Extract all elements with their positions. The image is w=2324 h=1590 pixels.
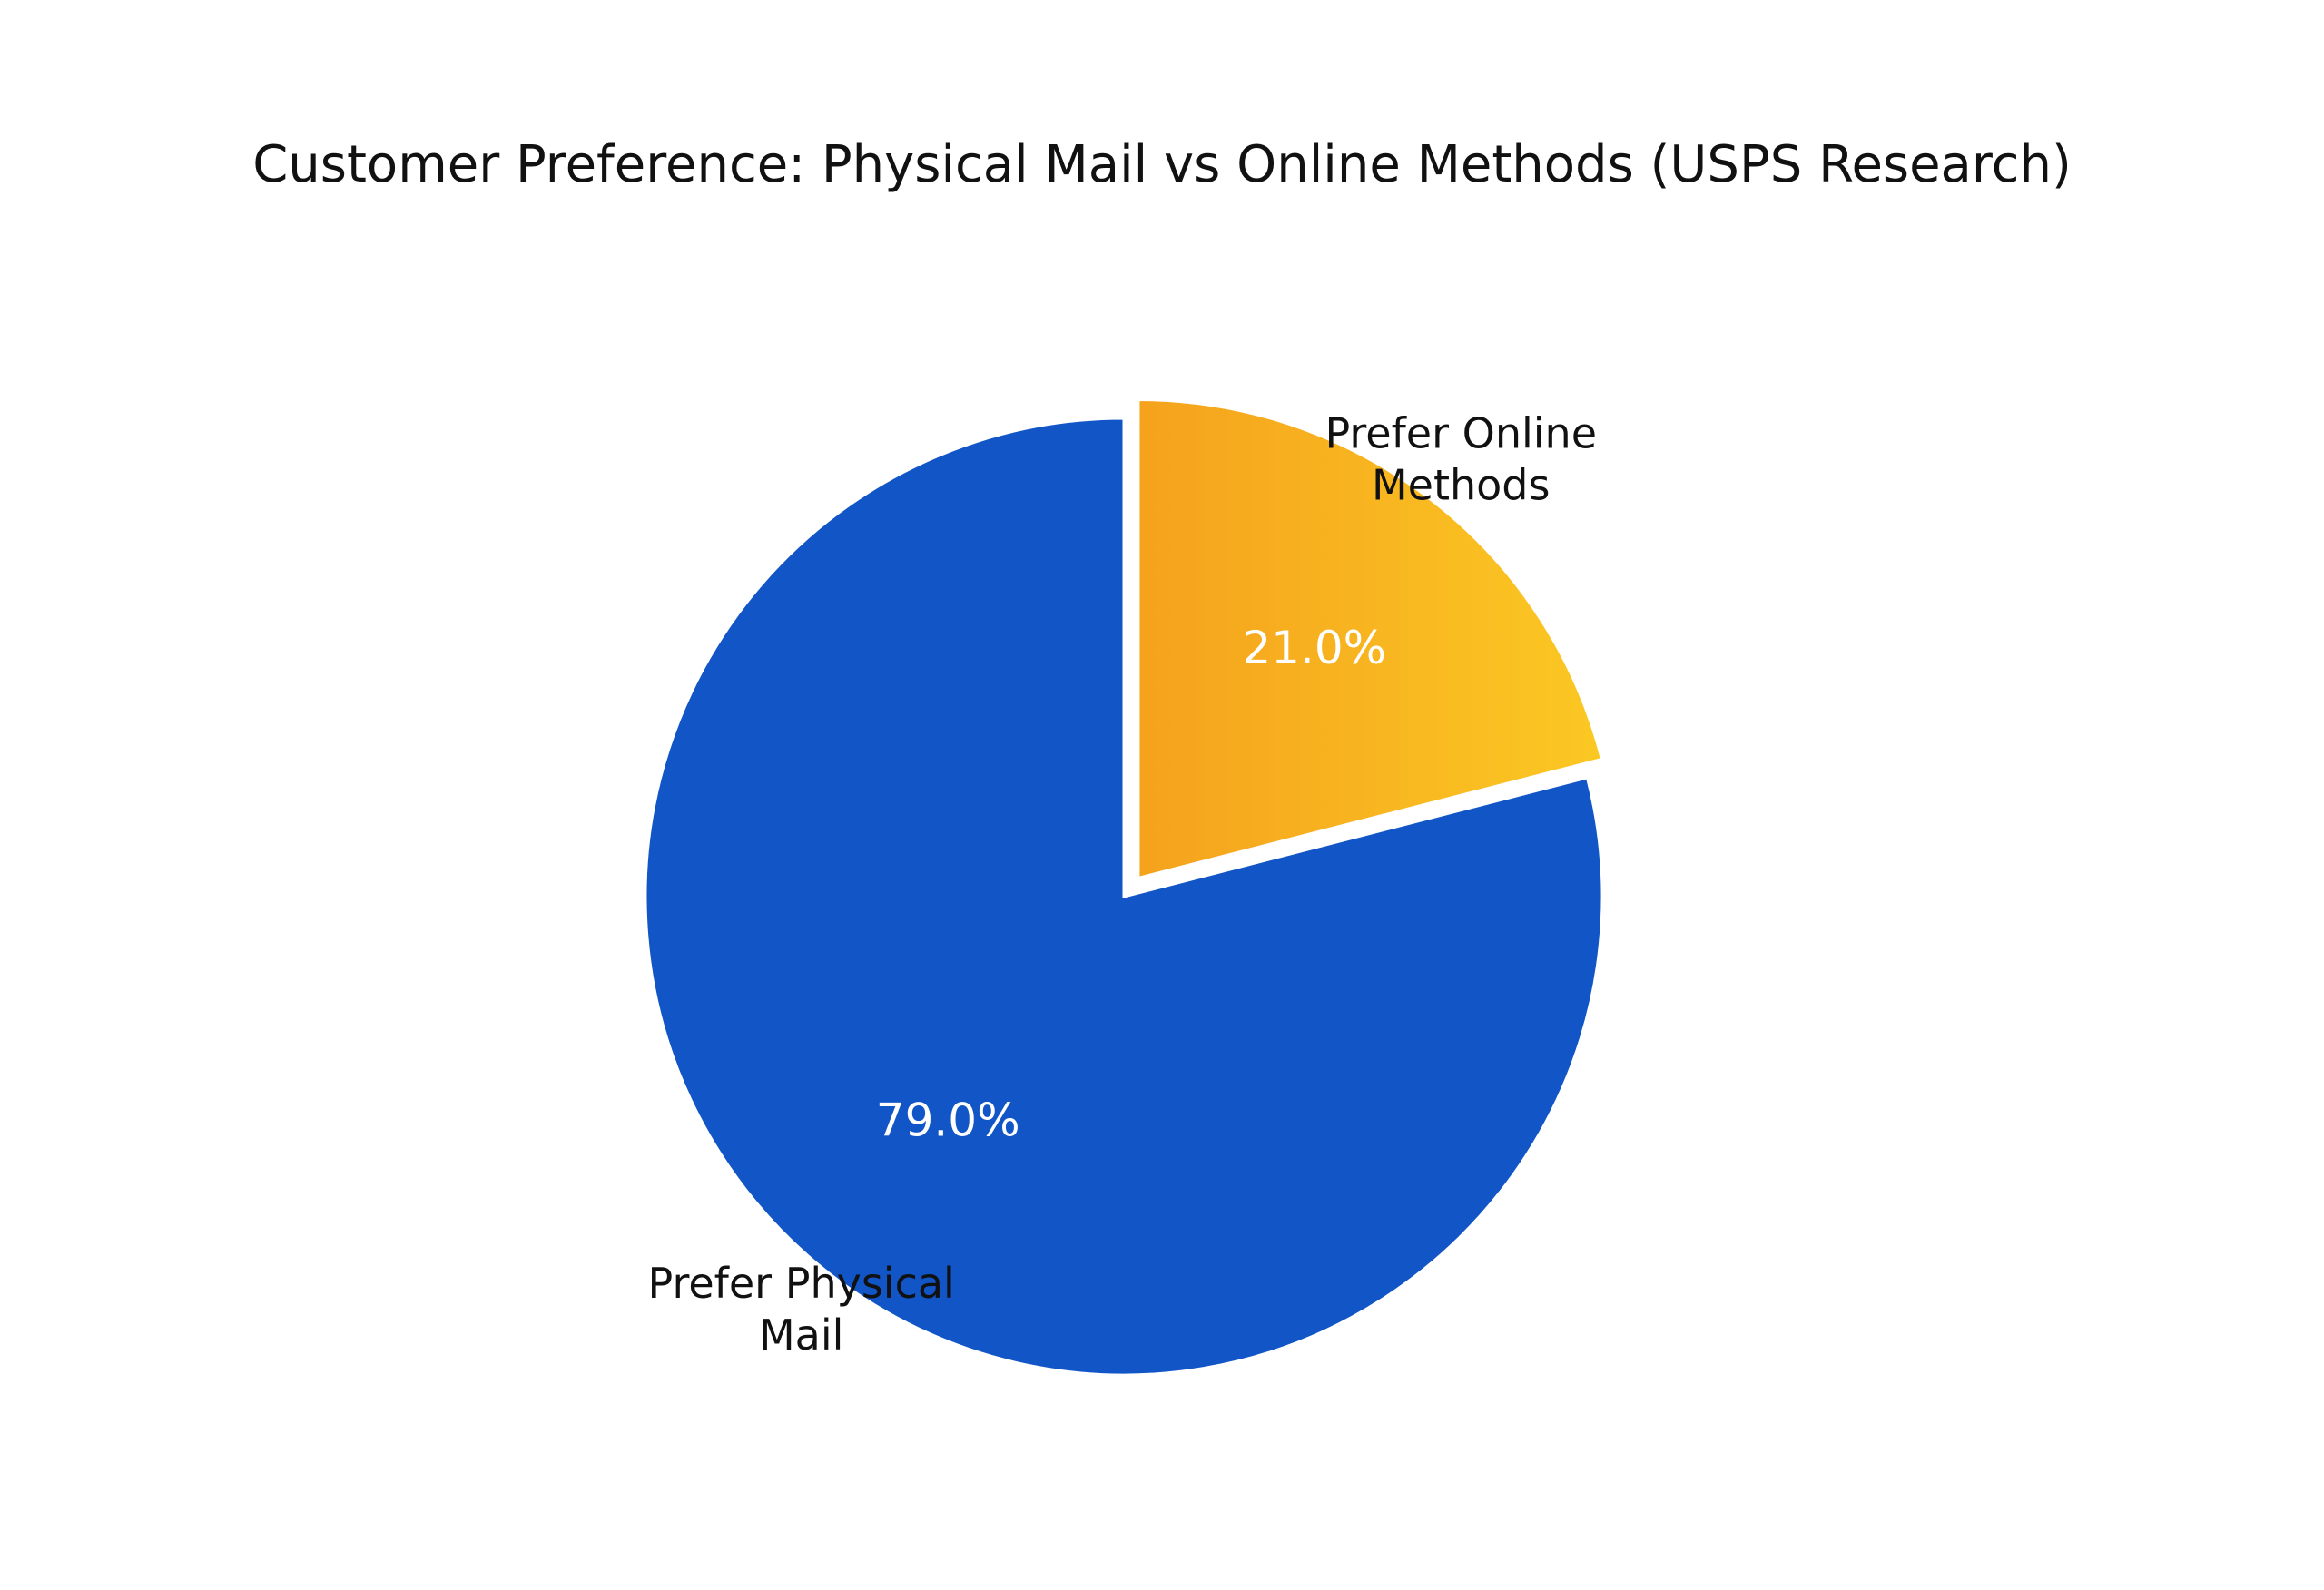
chart-title: Customer Preference: Physical Mail vs On…	[252, 135, 2072, 194]
pie-slices	[644, 398, 1604, 1377]
pie-labels: 21.0% Prefer Online Methods 79.0% Prefer Phy…	[648, 408, 1597, 1359]
slice-category-label-0: Prefer Online Methods	[1324, 408, 1597, 509]
slice-category-label-1: Prefer Physical Mail	[648, 1259, 955, 1359]
slice-category-label-line: Prefer Physical	[648, 1259, 955, 1308]
pie-slice-1	[644, 417, 1604, 1377]
slice-value-label-1: 79.0%	[876, 1094, 1020, 1146]
pie-slice-0	[1137, 398, 1604, 880]
slice-category-label-line: Methods	[1372, 460, 1551, 509]
slice-category-label-line: Mail	[759, 1310, 843, 1359]
slice-category-label-line: Prefer Online	[1324, 408, 1597, 457]
slice-value-label-0: 21.0%	[1242, 622, 1386, 674]
